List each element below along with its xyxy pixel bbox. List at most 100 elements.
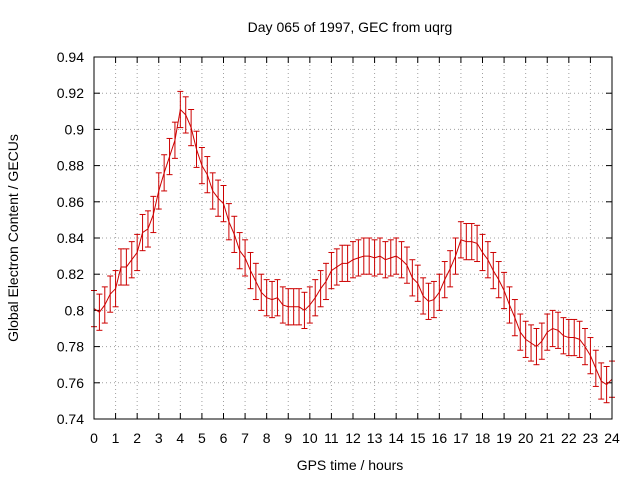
- error-bar: [522, 320, 529, 358]
- error-bar: [409, 259, 416, 297]
- error-bar: [236, 232, 243, 270]
- x-tick-label: 21: [539, 430, 555, 446]
- error-bar: [144, 210, 151, 248]
- error-bar: [371, 239, 378, 277]
- error-bar: [576, 320, 583, 358]
- error-bar: [263, 279, 270, 317]
- error-bar: [457, 221, 464, 259]
- error-bar: [161, 154, 168, 192]
- error-bar: [317, 270, 324, 308]
- y-tick-label: 0.9: [65, 121, 85, 137]
- error-bar: [155, 172, 162, 210]
- error-bar: [366, 237, 373, 275]
- chart-title: Day 065 of 1997, GEC from uqrg: [248, 19, 453, 35]
- error-bar: [420, 277, 427, 315]
- x-tick-label: 11: [324, 430, 339, 446]
- x-tick-label: 3: [155, 430, 163, 446]
- x-tick-label: 14: [388, 430, 404, 446]
- error-bar: [555, 311, 562, 349]
- error-bar: [285, 288, 292, 326]
- y-tick-label: 0.8: [65, 302, 85, 318]
- error-bar: [587, 337, 594, 375]
- error-bar: [139, 213, 146, 252]
- error-bar: [252, 262, 259, 301]
- error-bar: [495, 261, 502, 299]
- y-tick-label: 0.84: [57, 230, 84, 246]
- x-tick-label: 4: [176, 430, 184, 446]
- error-bar: [565, 318, 572, 357]
- error-bar: [220, 185, 227, 223]
- error-bar: [468, 223, 475, 261]
- data-layer: [91, 90, 615, 404]
- error-bar: [339, 244, 346, 282]
- y-tick-label: 0.82: [57, 266, 84, 282]
- error-bar: [403, 246, 410, 284]
- error-bar: [452, 237, 459, 275]
- x-tick-label: 0: [90, 430, 98, 446]
- error-bar: [333, 248, 340, 286]
- error-bar: [517, 313, 524, 351]
- error-bar: [474, 224, 481, 263]
- error-bar: [479, 233, 486, 272]
- error-bar: [414, 264, 421, 302]
- error-bar: [296, 288, 303, 326]
- error-bar: [484, 241, 491, 279]
- x-tick-label: 24: [604, 430, 620, 446]
- error-bar: [544, 313, 551, 351]
- x-tick-label: 22: [561, 430, 577, 446]
- error-bar: [355, 239, 362, 277]
- error-bar: [463, 223, 470, 261]
- error-bar: [198, 147, 205, 185]
- x-tick-label: 2: [133, 430, 141, 446]
- x-tick-label: 5: [198, 430, 206, 446]
- error-bar: [301, 291, 308, 329]
- error-bar: [592, 349, 599, 387]
- error-bar: [506, 286, 513, 324]
- y-tick-label: 0.92: [57, 85, 84, 101]
- error-bar: [549, 309, 556, 348]
- error-bar: [501, 271, 508, 310]
- y-axis-label: Global Electron Content / GECUs: [5, 134, 21, 342]
- error-bar: [598, 362, 605, 400]
- error-bar: [215, 179, 222, 217]
- error-bar: [441, 261, 448, 299]
- x-tick-label: 18: [475, 430, 491, 446]
- x-tick-label: 9: [284, 430, 292, 446]
- error-bar: [274, 279, 281, 317]
- error-bar: [447, 250, 454, 288]
- error-bar: [538, 322, 545, 360]
- error-bar: [430, 280, 437, 319]
- y-tick-label: 0.94: [57, 49, 84, 65]
- error-bar: [247, 251, 254, 290]
- error-bar: [96, 293, 103, 331]
- y-tick-label: 0.74: [57, 411, 84, 427]
- x-tick-label: 10: [302, 430, 318, 446]
- y-tick-label: 0.86: [57, 194, 84, 210]
- error-bar: [193, 130, 200, 168]
- error-bar: [166, 137, 173, 176]
- error-bar: [398, 241, 405, 279]
- y-tick-label: 0.88: [57, 158, 84, 174]
- error-bar: [107, 275, 114, 313]
- error-bar: [344, 244, 351, 282]
- error-bar: [188, 108, 195, 147]
- error-bar: [323, 262, 330, 301]
- error-bar: [560, 317, 567, 355]
- error-bar: [269, 280, 276, 319]
- error-bar: [582, 328, 589, 366]
- error-bar: [290, 288, 297, 326]
- x-tick-label: 15: [410, 430, 426, 446]
- error-bar: [360, 237, 367, 275]
- x-tick-label: 16: [432, 430, 448, 446]
- error-bar: [603, 366, 610, 404]
- error-bar: [376, 237, 383, 275]
- x-tick-label: 19: [496, 430, 512, 446]
- error-bar: [425, 282, 432, 320]
- x-tick-label: 13: [367, 430, 383, 446]
- error-bar: [242, 239, 249, 277]
- x-tick-label: 7: [241, 430, 249, 446]
- y-tick-label: 0.76: [57, 375, 84, 391]
- error-bar: [209, 172, 216, 210]
- error-bar: [393, 237, 400, 275]
